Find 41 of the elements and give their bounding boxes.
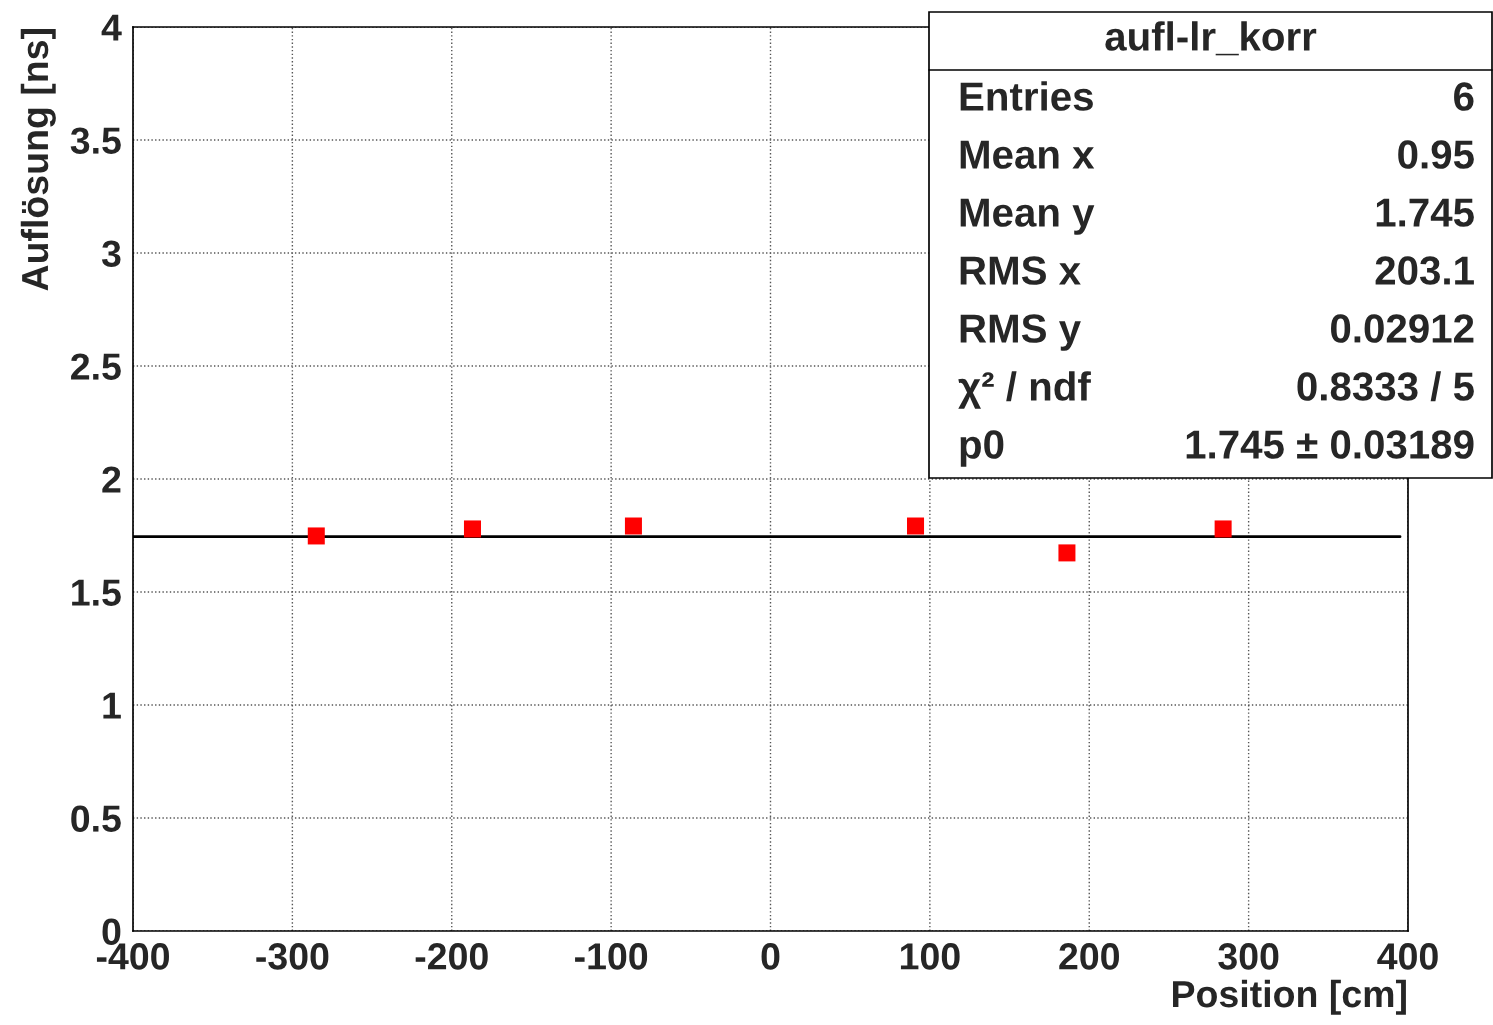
annotation: 0.02912 [1331,314,1474,343]
x-tick-label: 0 [761,943,780,970]
x-tick-label: -200 [415,943,488,970]
y-axis-title: Auflösung [ns] [20,29,56,291]
x-tick-label: 100 [900,943,960,970]
y-tick-label: 4 [101,14,122,41]
annotation: χ² / ndf [958,371,1091,409]
annotation: 203.1 [1375,256,1474,285]
annotation: 1.745 [1376,198,1474,227]
x-tick-label: -400 [96,943,169,970]
x-axis-title: Position [cm] [1173,979,1406,1015]
x-tick-label: 200 [1059,943,1119,970]
point [1058,544,1076,562]
annotation: RMS y [960,314,1081,351]
x-tick-label: -100 [575,943,648,970]
annotation: Mean y [960,198,1095,235]
annotation: Mean x [960,140,1095,169]
y-tick-label: 1 [103,692,121,719]
annotation: 0.95 [1398,140,1474,169]
point [907,517,925,535]
point [1214,520,1232,538]
annotation: p0 [960,430,1004,467]
y-tick-label: 2 [102,466,121,493]
y-tick-label: 3.5 [70,127,121,155]
point [624,517,642,535]
x-tick-label: 300 [1218,943,1279,970]
text: 6 [1454,82,1474,111]
annotation: 1.745 ± 0.03189 [1186,430,1474,459]
annotation: 0.8333 / 5 [1297,371,1474,402]
x-tick-label: 400 [1377,943,1438,970]
point [463,520,481,538]
y-tick-label: 3 [101,240,121,268]
annotation: Entries [960,81,1093,111]
chart-title: aufl-lr_korr [1105,21,1317,56]
x-tick-label: -300 [256,943,329,970]
y-tick-label: 0 [102,918,121,945]
y-tick-label: 0.5 [71,805,121,832]
point [307,527,325,545]
y-tick-label: 1.5 [72,579,121,606]
annotation: RMS x [960,256,1081,285]
y-tick-label: 2.5 [71,353,121,380]
